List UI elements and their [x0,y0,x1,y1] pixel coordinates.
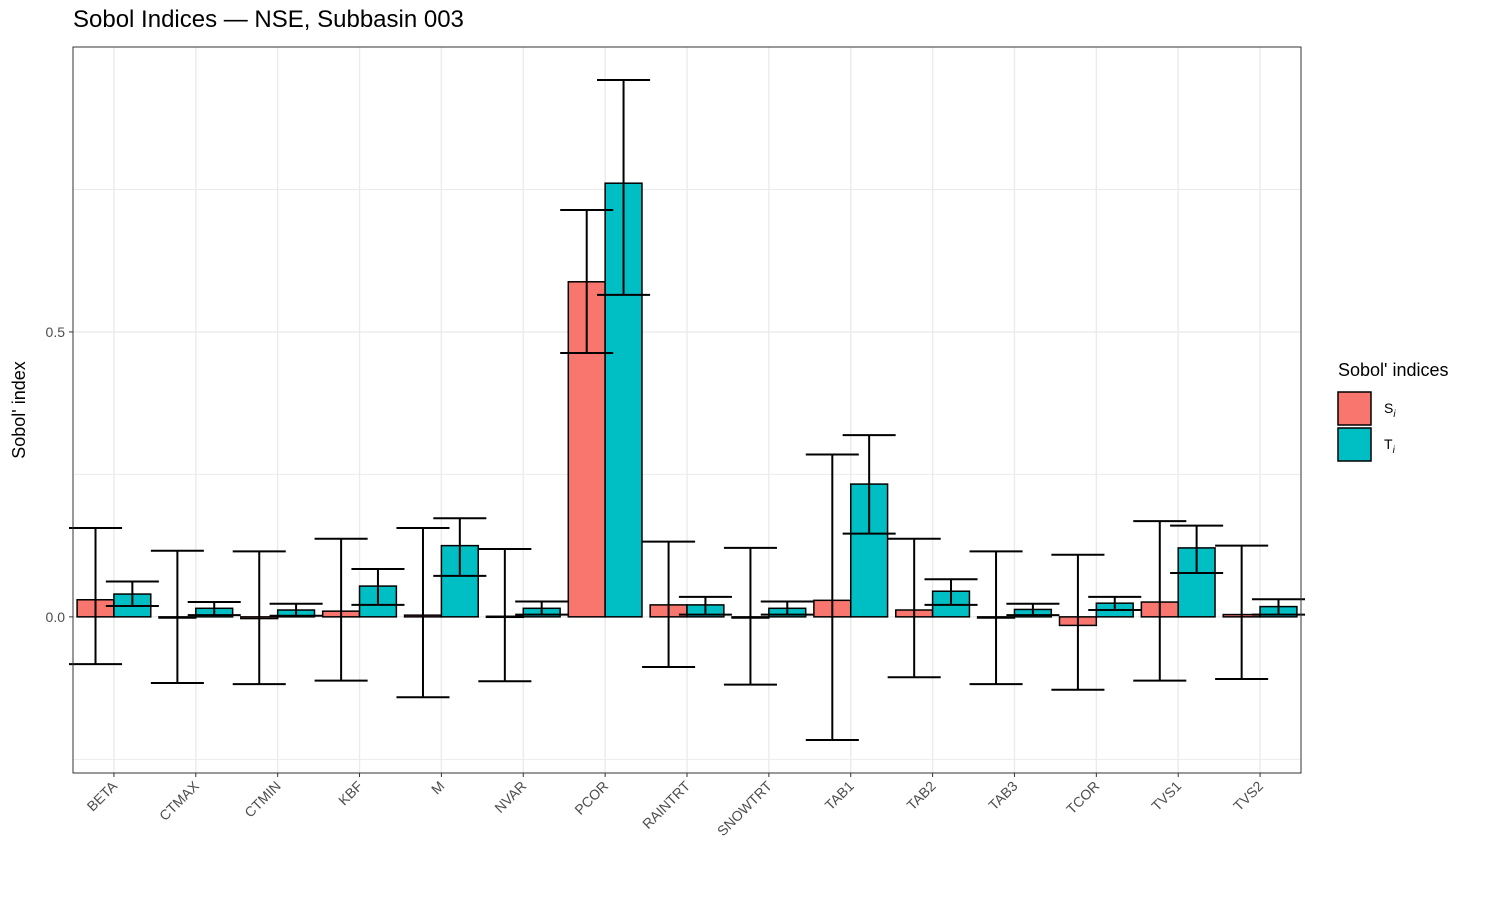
errorbar-s-kbf [314,537,368,682]
errorbar-s-snowtrt [723,546,777,686]
errorbar-t-ctmax [187,601,241,617]
x-tick-label-nvar: NVAR [491,778,529,816]
errorbar-s-ctmin [232,550,286,686]
x-tick-label-pcor: PCOR [571,778,611,818]
errorbar-t-kbf [351,567,405,606]
legend-swatch-s [1337,391,1372,426]
errorbar-s-pcor [560,208,614,355]
errorbar-t-raintrt [678,595,732,616]
axis-layer: 0.0 0.5 BETA CTMAX CTMIN KBF M NVAR PCOR RAINTRT S… [46,324,1267,839]
errorbar-s-m [396,526,450,699]
errorbar-s-ctmax [150,549,204,684]
x-tick-label-tab2: TAB2 [903,778,938,813]
grid-layer [73,47,1301,773]
x-tick-label-tcor: TCOR [1063,778,1102,817]
errorbar-s-tab1 [805,453,859,741]
x-tick-label-tvs1: TVS1 [1148,778,1184,814]
errorbar-t-tab1 [842,434,896,535]
legend-label-s: Si [1384,400,1396,420]
errorbar-t-beta [105,580,159,608]
y-tick-label: 0.0 [46,609,66,625]
x-tick-label-tab3: TAB3 [985,778,1020,813]
x-tick-label-snowtrt: SNOWTRT [714,777,775,838]
x-tick-label-raintrt: RAINTRT [639,777,693,831]
errorbar-t-nvar [515,600,569,616]
errorbar-s-nvar [478,548,532,683]
errorbars-layer [68,79,1306,741]
errorbar-s-raintrt [642,540,696,669]
errorbar-s-tab2 [887,537,941,679]
errorbar-t-tab3 [1006,602,1060,617]
errorbar-t-tab2 [924,578,978,606]
errorbar-s-tab3 [969,550,1023,686]
legend-label-t: Ti [1384,436,1396,456]
legend-swatch-t [1337,427,1372,462]
legend: Sobol' indices Si Ti [1337,360,1449,462]
x-tick-label-kbf: KBF [335,778,366,809]
chart-title: Sobol Indices — NSE, Subbasin 003 [73,6,464,33]
errorbar-s-beta [68,526,123,666]
errorbar-s-tcor [1051,553,1105,691]
errorbar-s-tvs2 [1215,544,1269,680]
x-tick-label-m: M [428,778,448,798]
errorbar-s-tvs1 [1133,520,1187,682]
x-tick-label-tab1: TAB1 [822,778,857,813]
errorbar-t-snowtrt [760,600,814,616]
y-tick-label: 0.5 [46,324,66,340]
y-axis-title: Sobol' index [9,361,29,459]
errorbar-t-tvs2 [1251,598,1306,616]
x-tick-label-ctmax: CTMAX [156,777,202,823]
x-tick-label-beta: BETA [84,777,121,814]
errorbar-t-pcor [597,79,651,296]
errorbar-t-tvs1 [1170,524,1224,574]
errorbar-t-m [433,517,487,577]
errorbar-t-ctmin [269,602,323,617]
x-tick-label-ctmin: CTMIN [241,778,284,821]
legend-title: Sobol' indices [1338,360,1449,380]
errorbar-t-tcor [1088,595,1142,612]
x-tick-label-tvs2: TVS2 [1230,778,1266,814]
